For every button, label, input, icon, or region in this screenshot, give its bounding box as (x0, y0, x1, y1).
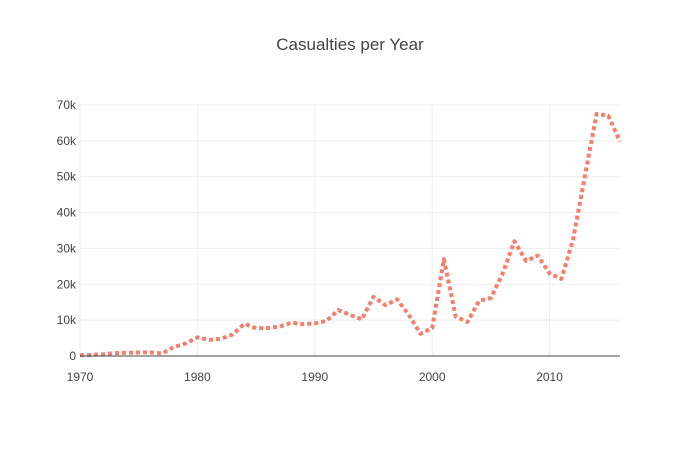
series-layer (79, 111, 622, 358)
y-tick-label: 0 (69, 349, 76, 363)
y-tick-label: 70k (57, 98, 77, 112)
x-tick-label: 2000 (419, 370, 446, 384)
y-tick-label: 10k (57, 313, 77, 327)
y-tick-label: 60k (57, 134, 77, 148)
x-tick-label: 1970 (67, 370, 94, 384)
y-tick-label: 20k (57, 277, 77, 291)
axes: 0 10k 20k 30k 40k 50k 60k 70k 1970 1980 1990 2000 20… (57, 98, 620, 384)
series-line (79, 111, 622, 358)
chart-title: Casualties per Year (276, 35, 424, 54)
x-tick-label: 2010 (536, 370, 563, 384)
y-tick-label: 50k (57, 170, 77, 184)
x-tick-label: 1980 (184, 370, 211, 384)
x-tick-label: 1990 (301, 370, 328, 384)
y-tick-label: 30k (57, 241, 77, 255)
gridlines (79, 104, 620, 356)
y-tick-label: 40k (57, 206, 77, 220)
